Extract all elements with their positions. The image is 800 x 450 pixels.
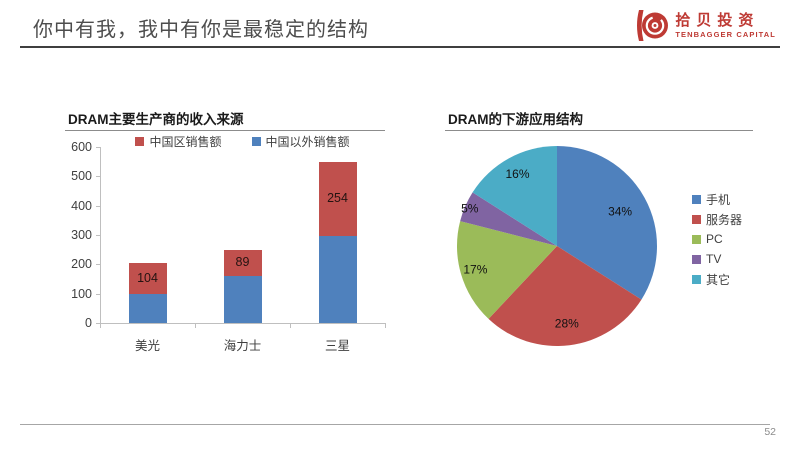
legend-label: 中国以外销售额: [265, 135, 350, 149]
y-tick-mark: [96, 235, 100, 236]
legend-label: 其它: [706, 272, 731, 287]
y-tick-mark: [96, 323, 100, 324]
y-tick-label: 300: [71, 228, 92, 242]
bar-segment-china: [128, 263, 167, 294]
title-underline: [20, 46, 780, 48]
bar-segment-china: [318, 161, 357, 237]
y-tick-label: 400: [71, 198, 92, 213]
y-tick-label: 100: [71, 286, 92, 301]
pie-slice-手机: [557, 146, 657, 300]
pie-slice-TV: [460, 192, 557, 246]
bar-segment-outside-china: [223, 276, 262, 323]
legend-label: PC: [706, 232, 723, 246]
x-category-label: 美光: [134, 339, 160, 353]
legend-marker-icon: [251, 137, 261, 146]
y-tick-label: 200: [71, 257, 92, 272]
y-tick-label: 600: [71, 140, 92, 154]
y-tick-mark: [96, 293, 100, 295]
legend-marker-icon: [692, 254, 701, 264]
company-logo: 拾贝投资 TENBAGGER CAPITAL: [631, 7, 776, 44]
pie-chart-legend: 手机服务器 PC TV 其它: [692, 189, 742, 289]
pie-data-label: 16%: [505, 167, 529, 181]
pie-legend-item: 服务器: [692, 209, 742, 229]
bar-legend-item: 中国以外销售额: [251, 133, 350, 150]
pie-data-label: 28%: [555, 316, 579, 330]
legend-marker-icon: [692, 234, 701, 244]
logo-text: 拾贝投资 TENBAGGER CAPITAL: [675, 12, 776, 40]
pie-chart-title: DRAM的下游应用结构: [448, 112, 583, 127]
x-tick-mark: [195, 324, 196, 328]
pie-data-label: 5%: [461, 201, 479, 215]
y-tick-label: 0: [85, 316, 92, 330]
pie-legend-item: PC: [692, 229, 742, 249]
pie-data-label: 17%: [463, 263, 487, 277]
pie-slice-服务器: [488, 246, 642, 346]
bar-data-label: 104: [137, 270, 158, 285]
pie-legend-item: 手机: [692, 189, 742, 209]
footer-line: [20, 424, 770, 425]
bar-data-label: 89: [235, 255, 250, 269]
pie-chart: 34% 28% 17% 5% 16%: [456, 146, 657, 346]
slide-title: 你中有我，我中有你是最稳定的结构: [33, 19, 369, 41]
x-tick-mark: [290, 324, 291, 328]
page-number: 52: [764, 426, 776, 438]
pie-slice-其它: [472, 146, 557, 246]
legend-marker-icon: [135, 137, 145, 146]
pie-data-label: 34%: [608, 204, 632, 218]
y-tick-label: 500: [71, 169, 92, 184]
bar-data-label: 254: [327, 190, 348, 205]
pie-legend-item: TV: [692, 249, 742, 269]
pie-slice-PC: [456, 221, 557, 319]
x-category-label: 海力士: [223, 339, 262, 353]
bar-segment-outside-china: [128, 293, 167, 323]
legend-label: 手机: [706, 192, 731, 207]
pie-chart-title-rule: [445, 130, 753, 131]
y-tick-mark: [96, 264, 100, 266]
logo-name-en: TENBAGGER CAPITAL: [675, 29, 776, 39]
legend-label: 中国区销售额: [149, 135, 222, 149]
bar-chart-legend: 中国区销售额 中国以外销售额: [100, 133, 385, 150]
bar-segment-outside-china: [318, 236, 357, 323]
legend-marker-icon: [692, 194, 701, 204]
y-axis-line: [100, 147, 101, 323]
logo-shell-icon: [637, 10, 669, 41]
x-tick-mark: [100, 324, 101, 328]
y-tick-mark: [96, 147, 100, 148]
pie-legend-item: 其它: [692, 269, 742, 289]
legend-label: TV: [706, 252, 722, 266]
legend-label: 服务器: [706, 212, 743, 227]
logo-name-cn: 拾贝投资: [675, 11, 760, 29]
y-tick-mark: [96, 205, 100, 207]
x-tick-mark: [385, 324, 386, 328]
pie-chart-panel: DRAM的下游应用结构 34% 28% 17% 5% 16% 手机服务器 PC TV 其它: [440, 105, 770, 360]
bar-chart-panel: DRAM主要生产商的收入来源 中国区销售额 中国以外销售额 0 100 200 300 4…: [60, 105, 390, 360]
y-tick-mark: [96, 176, 100, 178]
x-axis-line: [100, 323, 386, 324]
bar-chart-title-rule: [65, 130, 385, 131]
legend-marker-icon: [692, 214, 701, 224]
legend-marker-icon: [692, 274, 701, 284]
bar-segment-china: [223, 249, 262, 277]
x-category-label: 三星: [324, 339, 350, 353]
bar-chart-title: DRAM主要生产商的收入来源: [68, 112, 244, 127]
bar-legend-item: 中国区销售额: [135, 133, 222, 150]
